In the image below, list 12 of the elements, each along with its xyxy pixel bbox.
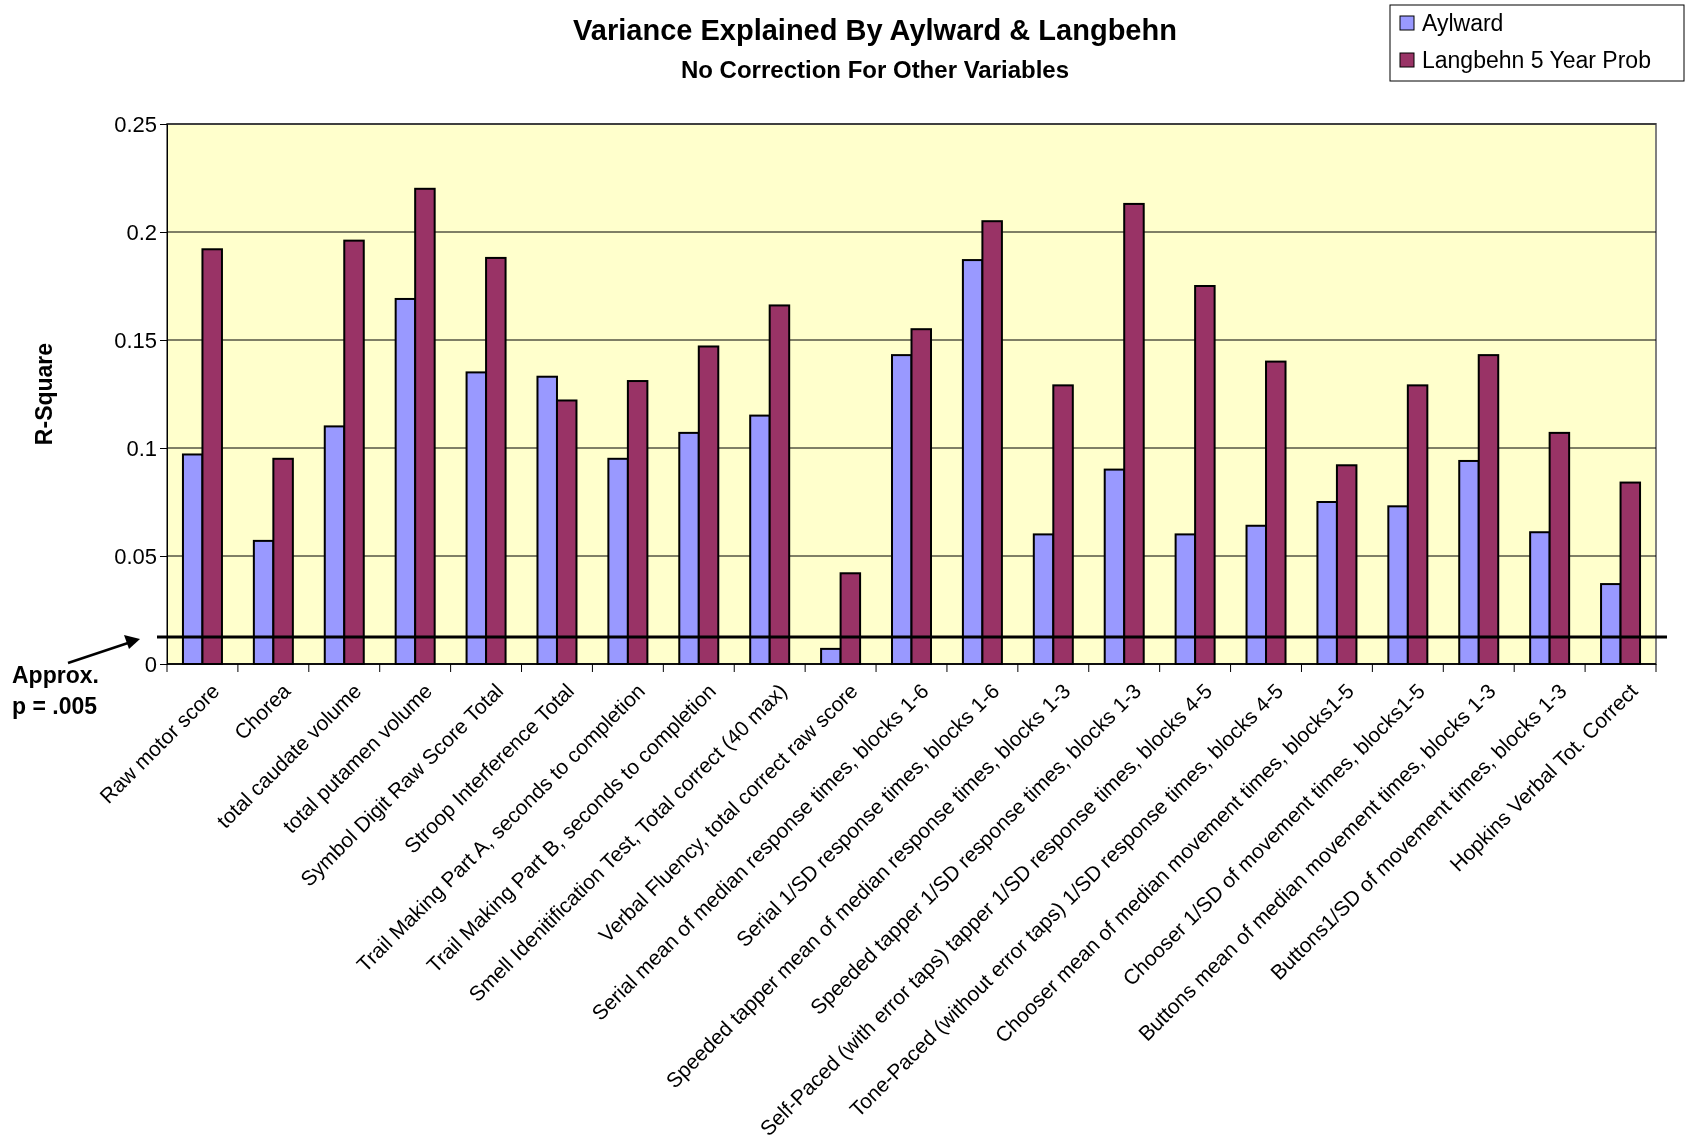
legend-label: Langbehn 5 Year Prob: [1422, 47, 1651, 73]
chart-title: Variance Explained By Aylward & Langbehn: [573, 14, 1177, 46]
chart-subtitle: No Correction For Other Variables: [680, 56, 1070, 83]
y-tick-label: 0.1: [126, 435, 157, 461]
legend-label: Aylward: [1422, 10, 1504, 36]
y-tick-label: 0.05: [114, 543, 157, 569]
y-tick-label: 0: [144, 651, 157, 677]
y-axis-title: R-Square: [31, 342, 57, 446]
y-tick-label: 0.25: [114, 111, 157, 137]
y-tick-label: 0.2: [126, 219, 157, 245]
ref-line-label: Approx. p = .005: [12, 662, 99, 720]
y-tick-label: 0.15: [114, 327, 157, 353]
